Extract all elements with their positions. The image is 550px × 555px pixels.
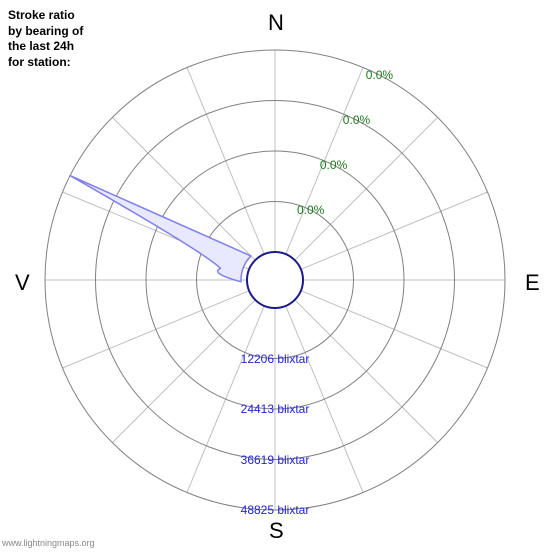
pct-label-ring-2: 0.0% <box>320 158 347 172</box>
blixtar-label-ring-1: 12206 blixtar <box>241 352 310 366</box>
blixtar-label-ring-4: 48825 blixtar <box>241 503 310 517</box>
cardinal-s: S <box>269 518 284 544</box>
cardinal-e: E <box>525 270 540 296</box>
cardinal-n: N <box>268 10 284 36</box>
polar-chart: N E S V 0.0% 0.0% 0.0% 0.0% 12206 blixtar 24413 b… <box>0 0 550 550</box>
pct-label-ring-3: 0.0% <box>343 113 370 127</box>
blixtar-label-ring-2: 24413 blixtar <box>241 402 310 416</box>
cardinal-v: V <box>15 270 30 296</box>
blixtar-label-ring-3: 36619 blixtar <box>241 453 310 467</box>
pct-label-ring-4: 0.0% <box>366 68 393 82</box>
pct-label-ring-1: 0.0% <box>297 203 324 217</box>
footer-credit: www.lightningmaps.org <box>2 538 95 548</box>
